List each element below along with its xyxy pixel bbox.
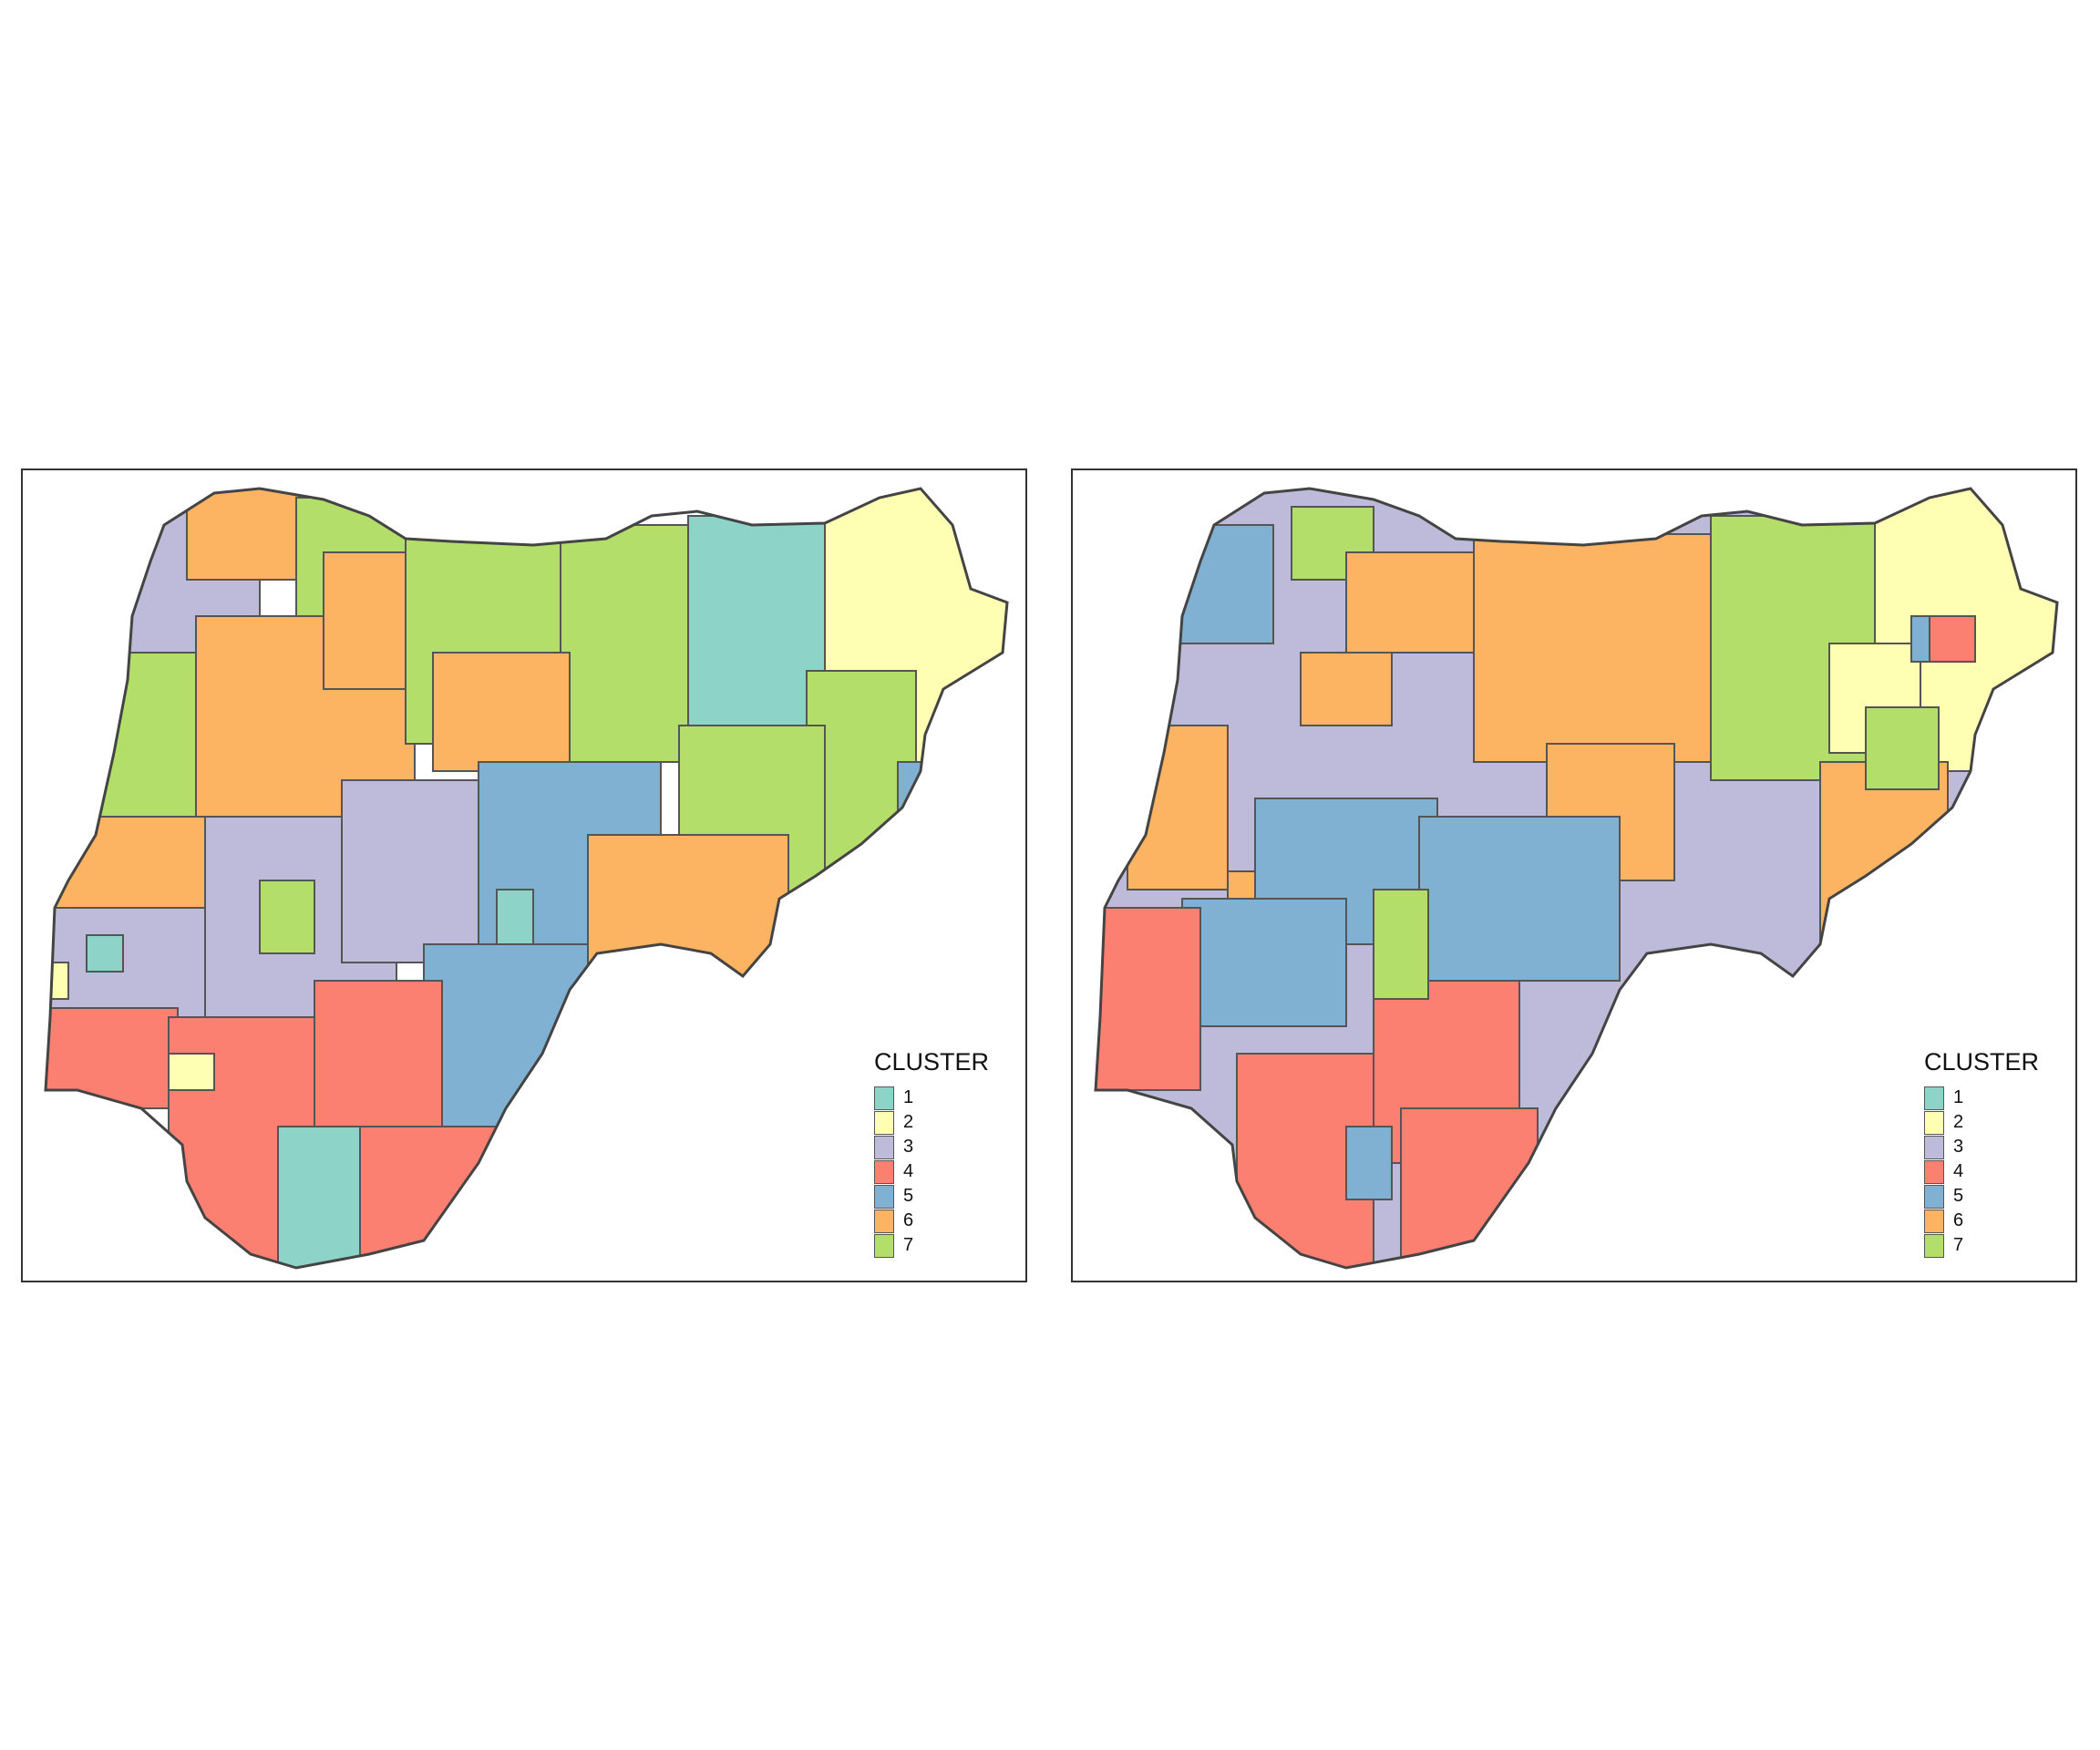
legend: CLUSTER 1 2 3 4 5 6 7 <box>874 1048 1011 1258</box>
region <box>350 1126 498 1268</box>
legend-swatch <box>1924 1233 1944 1258</box>
legend-swatch <box>874 1110 894 1135</box>
legend-title: CLUSTER <box>874 1048 990 1076</box>
legend-item: 2 <box>1924 1110 2061 1135</box>
legend-item: 2 <box>874 1110 1011 1135</box>
legend-item: 7 <box>874 1233 1011 1258</box>
region <box>897 843 921 877</box>
legend-label: 5 <box>1953 1186 1964 1206</box>
region <box>1400 1107 1539 1268</box>
legend-item: 5 <box>874 1184 1011 1209</box>
region <box>277 1126 361 1268</box>
region <box>1345 551 1493 654</box>
region <box>341 779 479 963</box>
region <box>1096 907 1201 1091</box>
region <box>432 652 571 772</box>
legend-swatch <box>874 1233 894 1258</box>
region <box>1974 752 2003 790</box>
region <box>1345 1126 1393 1200</box>
legend-swatch <box>874 1086 894 1110</box>
legend-label: 7 <box>1953 1235 1964 1255</box>
region <box>168 1053 215 1091</box>
region <box>1418 816 1621 982</box>
legend-items: 1 2 3 4 5 6 7 <box>874 1086 1011 1258</box>
legend-swatch <box>874 1209 894 1233</box>
legend-swatch <box>1924 1159 1944 1184</box>
legend-swatch <box>874 1184 894 1209</box>
legend-swatch <box>874 1159 894 1184</box>
legend-swatch <box>1924 1135 1944 1159</box>
legend-label: 3 <box>1953 1137 1964 1157</box>
region <box>77 652 215 836</box>
region <box>560 524 698 763</box>
region <box>46 1007 179 1109</box>
region <box>496 889 534 945</box>
legend-label: 2 <box>1953 1112 1964 1132</box>
legend-item: 3 <box>874 1135 1011 1159</box>
legend-label: 1 <box>903 1087 914 1107</box>
legend-items: 1 2 3 4 5 6 7 <box>1924 1086 2061 1258</box>
country-outline <box>44 487 1009 1270</box>
legend-item: 1 <box>874 1086 1011 1110</box>
region <box>1865 706 1940 790</box>
legend-label: 5 <box>903 1186 914 1206</box>
legend-label: 6 <box>903 1210 914 1230</box>
legend-item: 6 <box>874 1209 1011 1233</box>
region <box>1127 725 1229 890</box>
legend-swatch <box>1924 1184 1944 1209</box>
region <box>1473 533 1712 763</box>
legend-item: 6 <box>1924 1209 2061 1233</box>
legend-title: CLUSTER <box>1924 1048 2040 1076</box>
region <box>314 980 443 1146</box>
region <box>1300 652 1393 726</box>
legend-label: 7 <box>903 1235 914 1255</box>
legend-label: 3 <box>903 1137 914 1157</box>
legend: CLUSTER 1 2 3 4 5 6 7 <box>1924 1048 2061 1258</box>
choropleth-map-left <box>44 487 1009 1270</box>
choropleth-map-right <box>1094 487 2059 1270</box>
legend-item: 4 <box>1924 1159 2061 1184</box>
legend-label: 1 <box>1953 1087 1964 1107</box>
region <box>86 934 124 973</box>
region <box>1910 615 1930 663</box>
legend-item: 7 <box>1924 1233 2061 1258</box>
legend-swatch <box>1924 1110 1944 1135</box>
legend-label: 2 <box>903 1112 914 1132</box>
legend-swatch <box>1924 1209 1944 1233</box>
legend-swatch <box>1924 1086 1944 1110</box>
legend-label: 4 <box>1953 1161 1964 1181</box>
region <box>1373 889 1429 1000</box>
region <box>1929 615 1976 663</box>
map-panel-left: CLUSTER 1 2 3 4 5 6 7 <box>21 468 1027 1282</box>
legend-item: 1 <box>1924 1086 2061 1110</box>
map-panel-right: CLUSTER 1 2 3 4 5 6 7 <box>1071 468 2077 1282</box>
region <box>259 880 315 954</box>
legend-item: 4 <box>874 1159 1011 1184</box>
legend-label: 4 <box>903 1161 914 1181</box>
region <box>587 834 789 1018</box>
legend-label: 6 <box>1953 1210 1964 1230</box>
legend-swatch <box>874 1135 894 1159</box>
legend-item: 5 <box>1924 1184 2061 1209</box>
legend-item: 3 <box>1924 1135 2061 1159</box>
country-outline <box>1094 487 2059 1270</box>
region <box>46 962 69 1000</box>
region <box>1181 898 1347 1027</box>
